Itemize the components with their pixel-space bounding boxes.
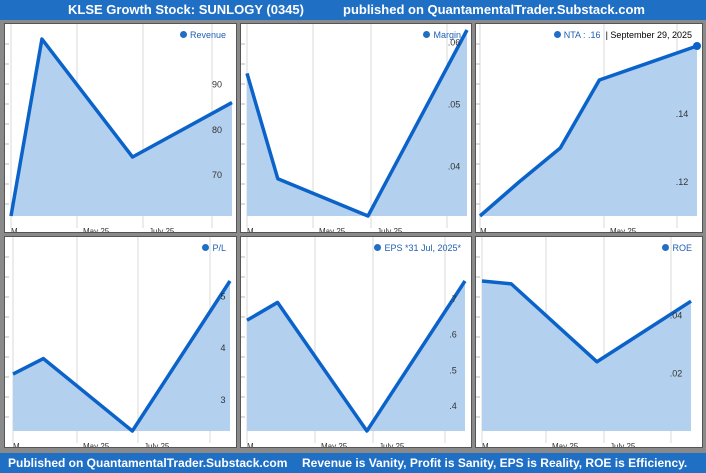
y-tick-label: .06 — [448, 37, 461, 47]
revenue-line — [9, 37, 233, 217]
y-tick-label: 70 — [212, 170, 222, 180]
header-publisher: published on QuantamentalTrader.Substack… — [343, 2, 645, 17]
y-tick-label: .04 — [670, 311, 683, 321]
y-tick-label: 80 — [212, 125, 222, 135]
legend-label: P/L — [212, 243, 226, 253]
y-tick-label: .04 — [448, 161, 461, 171]
legend-dot-icon — [374, 244, 382, 251]
y-tick-label: .6 — [449, 330, 457, 340]
margin-plot: M... May 25 July 25 .06 .05 .04 — [241, 24, 469, 233]
y-tick-label: 3 — [220, 395, 225, 405]
roe-plot: M... May 25 July 25 .04 .02 — [476, 237, 692, 448]
margin-chart: M... May 25 July 25 .06 .05 .04 Margin — [240, 23, 472, 233]
x-tick-label: May 25 — [321, 442, 348, 448]
nta-chart: M... May 25 .14 .12 NTA : .16 | September 2… — [475, 23, 703, 233]
legend-dot-icon — [662, 244, 670, 251]
y-tick-label: .14 — [676, 109, 689, 119]
x-tick-label: M... — [13, 442, 26, 448]
p-l-line — [12, 280, 232, 433]
y-tick-label: 4 — [220, 343, 225, 353]
y-tick-label: .5 — [449, 365, 457, 375]
pl-legend: P/L — [202, 243, 226, 253]
legend-label: NTA : .16 — [563, 30, 601, 40]
margin-line — [245, 29, 469, 218]
nta-plot: M... May 25 .14 .12 — [476, 24, 701, 233]
x-tick-label: May 25 — [319, 227, 346, 233]
footer-motto: Revenue is Vanity, Profit is Sanity, EPS… — [302, 456, 688, 470]
legend-dot-icon — [423, 31, 431, 38]
revenue-chart: M... May 25 July 25 90 80 70 Revenue — [4, 23, 237, 233]
y-tick-label: 90 — [212, 79, 222, 89]
revenue-area — [11, 39, 232, 217]
revenue-plot: M... May 25 July 25 90 80 70 — [5, 24, 233, 233]
x-tick-label: July 25 — [144, 442, 170, 448]
roe-legend: ROE — [662, 243, 692, 253]
legend-label: ROE — [672, 243, 692, 253]
x-tick-label: July 25 — [379, 442, 405, 448]
pl-chart: M... May 25 July 25 5 4 3 P/L — [4, 236, 237, 448]
legend-dot-icon — [202, 244, 210, 251]
x-tick-label: July 25 — [377, 227, 403, 233]
footer-publisher: Published on QuantamentalTrader.Substack… — [8, 456, 288, 470]
eps-31-jul-2025-line — [246, 280, 467, 433]
x-tick-label: M... — [480, 227, 493, 233]
x-tick-label: M... — [247, 442, 260, 448]
x-tick-label: July 25 — [610, 442, 636, 448]
nta-legend: NTA : .16 | September 29, 2025 — [553, 30, 692, 40]
legend-dot-icon — [179, 31, 187, 38]
footer-bar: Published on QuantamentalTrader.Substack… — [0, 453, 706, 473]
pl-plot: M... May 25 July 25 5 4 3 — [5, 237, 232, 448]
x-tick-label: May 25 — [552, 442, 579, 448]
margin-legend: Margin — [423, 30, 461, 40]
eps-chart: M... May 25 July 25 .7 .6 .5 .4 EPS *31 Jul, 2… — [240, 236, 472, 448]
y-tick-label: .05 — [448, 99, 461, 109]
legend-date: | September 29, 2025 — [605, 30, 692, 40]
legend-label: Revenue — [189, 30, 226, 40]
x-tick-label: M... — [482, 442, 495, 448]
eps-plot: M... May 25 July 25 .7 .6 .5 .4 — [241, 237, 467, 448]
y-tick-label: .7 — [449, 294, 457, 304]
x-tick-label: M... — [11, 227, 24, 233]
legend-label: Margin — [433, 30, 461, 40]
last-value-marker — [693, 42, 701, 50]
nta-16-area — [480, 46, 697, 216]
x-tick-label: M... — [247, 227, 260, 233]
y-tick-label: .02 — [670, 368, 683, 378]
y-tick-label: .4 — [449, 401, 457, 411]
eps-legend: EPS *31 Jul, 2025* — [374, 243, 461, 253]
y-tick-label: .12 — [676, 177, 689, 187]
roe-area — [482, 281, 691, 431]
p-l-area — [13, 281, 230, 431]
header-title: KLSE Growth Stock: SUNLOGY (0345) — [68, 2, 304, 17]
legend-label: EPS *31 Jul, 2025* — [384, 243, 461, 253]
chart-grid: M... May 25 July 25 90 80 70 Revenue M... May … — [0, 20, 706, 453]
x-tick-label: July 25 — [149, 227, 175, 233]
x-tick-label: May 25 — [83, 442, 110, 448]
legend-dot-icon — [553, 31, 561, 38]
revenue-legend: Revenue — [179, 30, 226, 40]
eps-31-jul-2025-area — [247, 281, 465, 431]
y-tick-label: 5 — [220, 292, 225, 302]
roe-chart: M... May 25 July 25 .04 .02 ROE — [475, 236, 703, 448]
header-bar: KLSE Growth Stock: SUNLOGY (0345) publis… — [0, 0, 706, 20]
margin-area — [247, 30, 467, 216]
x-tick-label: May 25 — [83, 227, 110, 233]
x-tick-label: May 25 — [610, 227, 637, 233]
roe-line — [481, 279, 692, 364]
